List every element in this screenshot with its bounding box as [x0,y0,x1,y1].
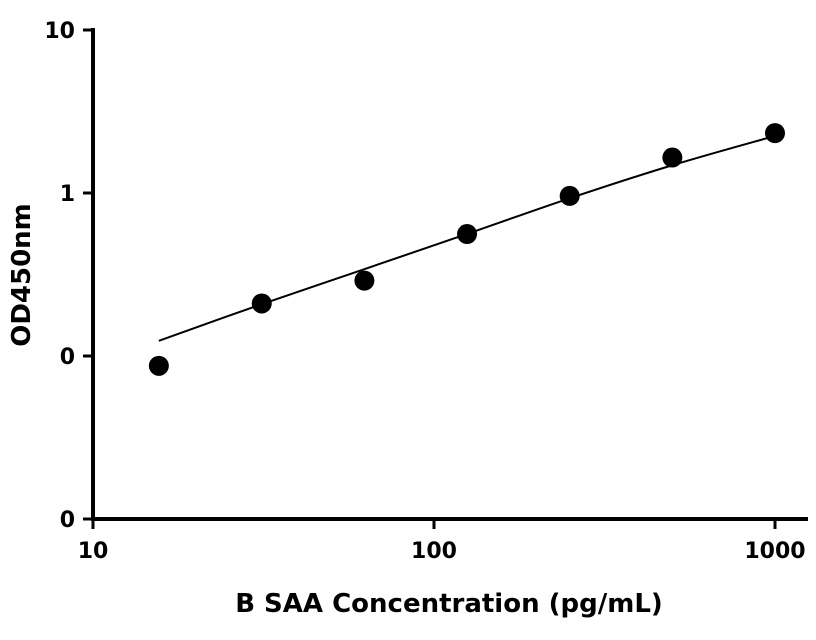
y-axis-title: OD450nm [7,203,37,347]
data-point [457,224,478,245]
y-tick-label: 0 [60,345,75,370]
x-axis-title: B SAA Concentration (pg/mL) [235,589,663,619]
x-tick-label: 10 [78,539,109,564]
data-point [559,185,580,206]
y-tick-label: 10 [44,19,75,44]
data-point [354,270,375,291]
x-tick-label: 1000 [744,539,805,564]
data-point [251,293,272,314]
data-point [148,355,169,376]
y-tick-label: 1 [60,182,75,207]
axis-ticks: 10 100 1000 0 0 1 10 [44,19,805,564]
data-point [662,147,683,168]
x-tick-label: 100 [411,539,457,564]
plot-area [148,123,785,376]
data-point [765,123,785,144]
axes [91,28,808,521]
y-tick-label: 0 [60,508,75,533]
